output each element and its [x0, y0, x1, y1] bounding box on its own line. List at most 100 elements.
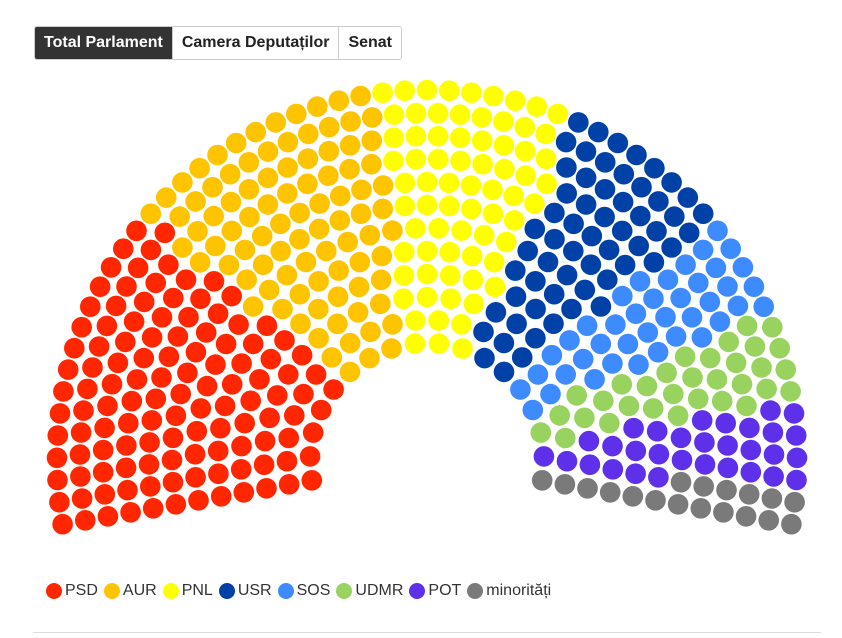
- seat-pnl[interactable]: [451, 220, 472, 241]
- legend-item-usr[interactable]: USR: [218, 582, 272, 600]
- seat-pnl[interactable]: [503, 210, 525, 231]
- legend-item-udmr[interactable]: UDMR: [336, 582, 403, 600]
- seat-aur[interactable]: [307, 96, 328, 117]
- seat-psd[interactable]: [57, 359, 79, 380]
- seat-aur[interactable]: [276, 264, 298, 286]
- seat-aur[interactable]: [348, 276, 370, 298]
- seat-aur[interactable]: [339, 158, 360, 180]
- seat-usr[interactable]: [544, 202, 565, 224]
- seat-minorități[interactable]: [758, 510, 779, 531]
- seat-sos[interactable]: [510, 379, 531, 400]
- seat-psd[interactable]: [207, 303, 229, 325]
- seat-usr[interactable]: [505, 286, 527, 308]
- seat-aur[interactable]: [372, 175, 394, 196]
- seat-psd[interactable]: [260, 348, 282, 370]
- seat-pot[interactable]: [785, 425, 807, 446]
- seat-pot[interactable]: [740, 461, 762, 483]
- seat-usr[interactable]: [594, 179, 616, 200]
- seat-pnl[interactable]: [514, 140, 536, 162]
- seat-usr[interactable]: [556, 264, 578, 286]
- legend-item-pnl[interactable]: PNL: [162, 582, 213, 600]
- seat-aur[interactable]: [350, 85, 371, 107]
- seat-psd[interactable]: [158, 254, 179, 275]
- seat-pot[interactable]: [763, 466, 784, 487]
- seat-usr[interactable]: [556, 157, 577, 178]
- seat-psd[interactable]: [301, 470, 323, 491]
- seat-usr[interactable]: [614, 254, 636, 276]
- seat-psd[interactable]: [177, 362, 198, 384]
- seat-psd[interactable]: [233, 482, 255, 503]
- seat-psd[interactable]: [291, 344, 313, 366]
- seat-pnl[interactable]: [452, 338, 473, 359]
- seat-udmr[interactable]: [663, 383, 684, 405]
- seat-usr[interactable]: [575, 194, 597, 215]
- legend-item-aur[interactable]: AUR: [103, 582, 157, 600]
- seat-udmr[interactable]: [667, 405, 689, 427]
- seat-psd[interactable]: [142, 498, 164, 519]
- seat-pnl[interactable]: [405, 310, 426, 331]
- seat-aur[interactable]: [321, 347, 343, 368]
- seat-pot[interactable]: [763, 444, 785, 465]
- seat-udmr[interactable]: [674, 346, 696, 368]
- seat-pnl[interactable]: [460, 175, 482, 196]
- seat-minorități[interactable]: [735, 506, 757, 527]
- seat-pnl[interactable]: [461, 198, 482, 220]
- seat-psd[interactable]: [92, 461, 114, 483]
- seat-sos[interactable]: [643, 288, 664, 310]
- seat-udmr[interactable]: [555, 427, 576, 449]
- seat-pnl[interactable]: [428, 310, 449, 331]
- seat-psd[interactable]: [165, 494, 187, 515]
- seat-udmr[interactable]: [574, 407, 595, 429]
- seat-aur[interactable]: [203, 205, 224, 227]
- seat-usr[interactable]: [678, 222, 700, 244]
- seat-psd[interactable]: [185, 467, 206, 488]
- seat-aur[interactable]: [318, 116, 340, 138]
- seat-psd[interactable]: [71, 316, 92, 338]
- seat-psd[interactable]: [207, 440, 229, 462]
- seat-aur[interactable]: [327, 313, 348, 335]
- seat-aur[interactable]: [308, 298, 329, 320]
- seat-usr[interactable]: [543, 313, 564, 335]
- seat-aur[interactable]: [155, 187, 177, 208]
- seat-aur[interactable]: [370, 293, 391, 315]
- seat-psd[interactable]: [121, 390, 143, 412]
- seat-minorități[interactable]: [667, 494, 689, 515]
- seat-sos[interactable]: [540, 383, 561, 405]
- seat-minorități[interactable]: [784, 491, 805, 513]
- seat-sos[interactable]: [625, 303, 647, 325]
- tab-senat[interactable]: Senat: [338, 27, 402, 59]
- seat-aur[interactable]: [238, 152, 260, 173]
- seat-pnl[interactable]: [416, 263, 438, 285]
- seat-aur[interactable]: [349, 251, 371, 273]
- seat-pnl[interactable]: [416, 194, 438, 216]
- seat-aur[interactable]: [140, 203, 162, 224]
- seat-pot[interactable]: [717, 457, 739, 479]
- seat-sos[interactable]: [670, 287, 691, 309]
- seat-usr[interactable]: [506, 313, 527, 335]
- seat-aur[interactable]: [245, 121, 266, 143]
- seat-aur[interactable]: [252, 254, 274, 275]
- seat-sos[interactable]: [655, 306, 676, 328]
- seat-usr[interactable]: [517, 240, 538, 262]
- seat-aur[interactable]: [318, 165, 339, 186]
- seat-usr[interactable]: [525, 271, 546, 292]
- seat-psd[interactable]: [52, 513, 73, 535]
- seat-sos[interactable]: [665, 326, 687, 347]
- seat-aur[interactable]: [257, 167, 279, 189]
- seat-usr[interactable]: [661, 172, 682, 193]
- seat-pnl[interactable]: [462, 269, 484, 291]
- seat-pnl[interactable]: [394, 195, 416, 217]
- seat-aur[interactable]: [361, 153, 382, 175]
- seat-aur[interactable]: [361, 130, 383, 151]
- seat-aur[interactable]: [309, 193, 330, 214]
- seat-sos[interactable]: [527, 364, 549, 385]
- seat-psd[interactable]: [185, 341, 207, 363]
- seat-psd[interactable]: [115, 331, 136, 353]
- seat-pnl[interactable]: [461, 82, 482, 103]
- seat-pot[interactable]: [625, 440, 647, 462]
- seat-usr[interactable]: [474, 347, 495, 369]
- seat-aur[interactable]: [169, 206, 190, 227]
- seat-psd[interactable]: [203, 271, 225, 292]
- seat-aur[interactable]: [238, 179, 260, 200]
- seat-psd[interactable]: [230, 459, 252, 480]
